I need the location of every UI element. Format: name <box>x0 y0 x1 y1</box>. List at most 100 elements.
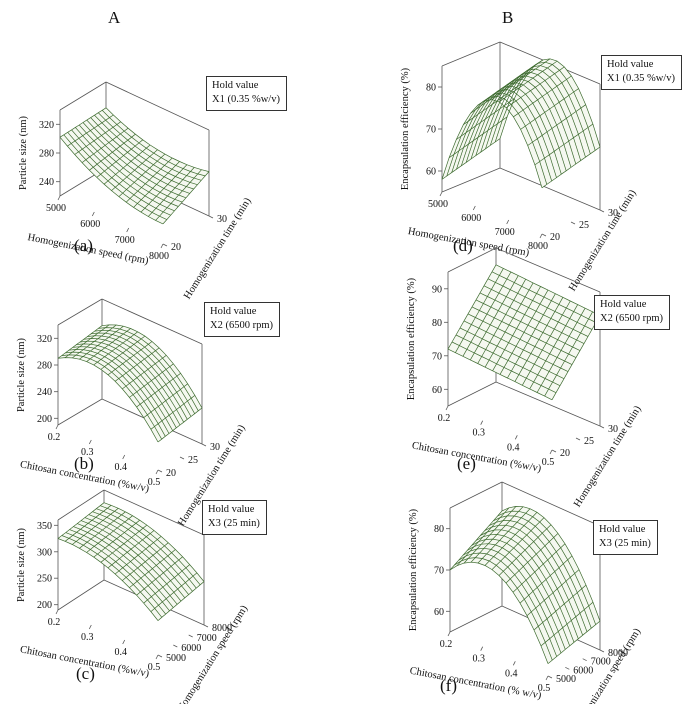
hold-value-a: X1 (0.35 %w/v) <box>212 94 280 105</box>
surface-mesh-line <box>93 331 138 366</box>
x-axis-title: Chitosan concentration (%w/v) <box>411 440 543 474</box>
x-tick-label: 0.2 <box>440 639 453 650</box>
surface-mesh-line <box>64 324 110 358</box>
y-tick <box>582 658 587 662</box>
z-tick-label: 240 <box>39 177 54 188</box>
box-edge-floor-back <box>499 167 601 211</box>
surface-mesh-line <box>81 127 129 163</box>
surface-mesh-line <box>477 508 531 564</box>
surface-mesh-line <box>484 512 538 566</box>
y-tick-label: 7000 <box>591 657 611 668</box>
panel-label-f: (f) <box>440 676 457 695</box>
box-edge-top-left <box>447 247 497 273</box>
z-tick-label: 80 <box>426 83 436 94</box>
surface-mesh-line <box>64 505 112 542</box>
surface-mesh-line <box>93 519 140 558</box>
z-axis-title: Particle size (nm) <box>16 337 27 412</box>
surface-mesh-line <box>449 510 503 571</box>
y-tick-label: 30 <box>608 208 618 219</box>
y-axis-title: Homogenization time (min) <box>182 196 254 302</box>
x-tick <box>506 219 510 225</box>
x-tick-label: 0.3 <box>81 632 94 643</box>
hold-value-b: X2 (6500 rpm) <box>210 320 273 331</box>
y-tick <box>157 469 163 473</box>
surface-mesh-line <box>541 146 601 189</box>
z-tick-label: 240 <box>37 387 52 398</box>
box-edge-top-left <box>449 481 503 509</box>
y-tick <box>201 443 207 447</box>
surface-fill <box>442 58 600 188</box>
y-tick <box>541 233 547 237</box>
z-tick-label: 70 <box>426 125 436 136</box>
surface-mesh-line <box>491 517 545 570</box>
z-axis-title: Encapsulation efficiency (%) <box>406 277 417 400</box>
surface-mesh-line <box>513 75 572 118</box>
y-tick <box>208 215 214 219</box>
x-tick <box>155 469 159 475</box>
x-tick <box>55 609 59 615</box>
z-tick-label: 60 <box>426 167 436 178</box>
panel-label-a: (a) <box>74 236 93 255</box>
surface-mesh-line <box>484 282 534 368</box>
surface-mesh-line <box>526 569 580 616</box>
surface-mesh-line <box>441 138 501 180</box>
surface-mesh-line <box>103 144 151 185</box>
hold-value-box-c: Hold value X3 (25 min) <box>202 500 267 535</box>
hold-value-f: X3 (25 min) <box>599 538 651 549</box>
surface-mesh-line <box>143 383 188 418</box>
hold-value-box-d: Hold value X1 (0.35 %w/v) <box>601 55 682 90</box>
x-tick <box>57 195 61 201</box>
y-tick-label: 8000 <box>212 623 232 634</box>
x-tick <box>160 243 164 249</box>
y-tick <box>157 654 163 658</box>
surface-fill <box>60 107 209 224</box>
x-tick-label: 0.3 <box>472 654 485 665</box>
surface-mesh-line <box>129 363 174 398</box>
surface-mesh-line <box>469 275 519 361</box>
surface-mesh-line <box>162 171 210 225</box>
x-tick <box>91 211 95 217</box>
x-tick-label: 0.3 <box>81 447 94 458</box>
surface-mesh-line <box>455 268 504 353</box>
z-tick-label: 320 <box>37 334 52 345</box>
y-axis-title: Homogenization time (min) <box>572 404 644 510</box>
surface-mesh-line <box>470 506 524 563</box>
surface-mesh-line <box>136 556 183 596</box>
box-edge-floor-left <box>449 605 503 633</box>
surface-mesh-line <box>448 116 508 158</box>
y-tick-label: 7000 <box>197 633 217 644</box>
y-tick <box>570 221 576 225</box>
y-tick <box>179 456 185 460</box>
surface-mesh-line <box>100 335 146 370</box>
y-tick-label: 6000 <box>181 643 201 654</box>
surface-mesh-line <box>462 271 512 357</box>
y-tick-label: 20 <box>560 448 570 459</box>
x-tick-label: 5000 <box>428 199 448 210</box>
surface-mesh-line <box>551 315 601 400</box>
surface-mesh-line <box>547 620 601 664</box>
y-tick-label: 6000 <box>573 665 593 676</box>
surface-mesh-line <box>114 536 162 575</box>
hold-value-d: X1 (0.35 %w/v) <box>607 73 675 84</box>
hold-title-f: Hold value <box>599 524 646 535</box>
surface-mesh-line <box>491 58 551 100</box>
surface-mesh-line <box>122 355 167 390</box>
surface-mesh-line <box>72 508 119 545</box>
surface-mesh-line <box>72 324 117 359</box>
x-tick <box>539 233 543 239</box>
box-edge-top-back <box>495 247 601 293</box>
hold-value-e: X2 (6500 rpm) <box>600 313 663 324</box>
hold-title-d: Hold value <box>607 59 654 70</box>
x-tick-label: 0.2 <box>438 413 451 424</box>
x-tick <box>55 424 59 430</box>
surface-mesh-line <box>129 549 176 588</box>
x-tick <box>122 639 126 645</box>
z-axis-title: Particle size (nm) <box>16 527 27 602</box>
surface-mesh-line <box>498 524 552 576</box>
y-tick-label: 5000 <box>166 653 186 664</box>
surface-mesh-line <box>477 64 536 106</box>
surface-mesh-line <box>463 506 517 564</box>
y-tick <box>162 243 168 247</box>
y-tick-label: 20 <box>550 232 560 243</box>
